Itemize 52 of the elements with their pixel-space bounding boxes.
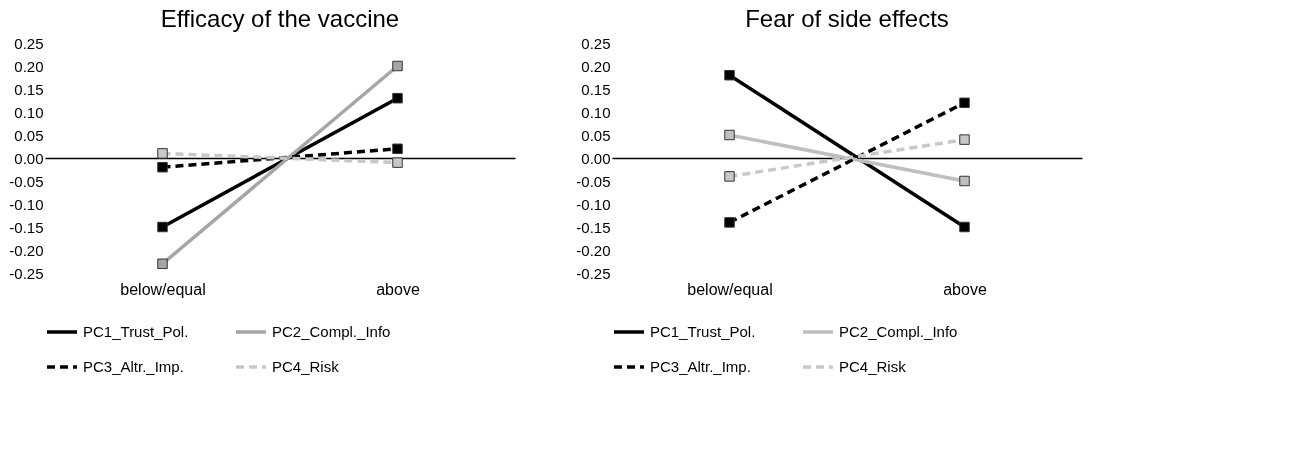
y-tick-label: -0.25 [576,264,611,282]
point [724,217,735,228]
y-tick-label: 0.00 [14,149,44,167]
y-tick-label: 0.15 [14,80,44,98]
y-tick-label: -0.15 [576,218,611,236]
point [959,97,970,109]
legend-label: PC2_Compl._Info [272,323,391,340]
y-tick-label: 0.10 [581,103,611,121]
legend-label: PC2_Compl._Info [839,323,958,340]
chart-title: Efficacy of the vaccine [160,5,400,32]
point [724,171,735,182]
y-tick-label: 0.15 [581,80,611,98]
point [724,129,735,141]
legend-label: PC1_Trust_Pol. [83,323,189,340]
y-tick-label: 0.00 [581,149,611,167]
legend-label: PC3_Altr._Imp. [83,358,184,375]
point [959,221,970,233]
x-tick-label: above [376,280,420,298]
y-tick-label: 0.05 [581,126,611,144]
y-tick-label: 0.05 [14,126,44,144]
point [959,175,970,187]
legend-label: PC3_Altr._Imp. [650,358,751,375]
point [959,134,970,145]
point [392,92,403,104]
point [392,60,403,72]
y-tick-label: 0.25 [581,34,611,52]
point [392,157,403,168]
chart-title: Fear of side effects [745,5,949,32]
y-tick-label: -0.05 [576,172,611,190]
legend-label: PC4_Risk [272,358,340,375]
point [157,258,168,270]
legend-label: PC1_Trust_Pol. [650,323,756,340]
point [724,69,735,81]
y-tick-label: -0.15 [9,218,44,236]
y-tick-label: -0.25 [9,264,44,282]
y-tick-label: -0.10 [9,195,44,213]
y-tick-label: -0.20 [9,241,44,259]
point [157,221,168,233]
x-tick-label: below/equal [687,280,773,298]
x-tick-label: below/equal [120,280,206,298]
point [157,148,168,159]
y-tick-label: -0.10 [576,195,611,213]
x-tick-label: above [943,280,987,298]
y-tick-label: 0.25 [14,34,44,52]
y-tick-label: -0.20 [576,241,611,259]
y-tick-label: 0.10 [14,103,44,121]
legend-label: PC4_Risk [839,358,907,375]
point [392,143,403,155]
y-tick-label: 0.20 [581,57,611,75]
point [157,161,168,173]
y-tick-label: -0.05 [9,172,44,190]
y-tick-label: 0.20 [14,57,44,75]
